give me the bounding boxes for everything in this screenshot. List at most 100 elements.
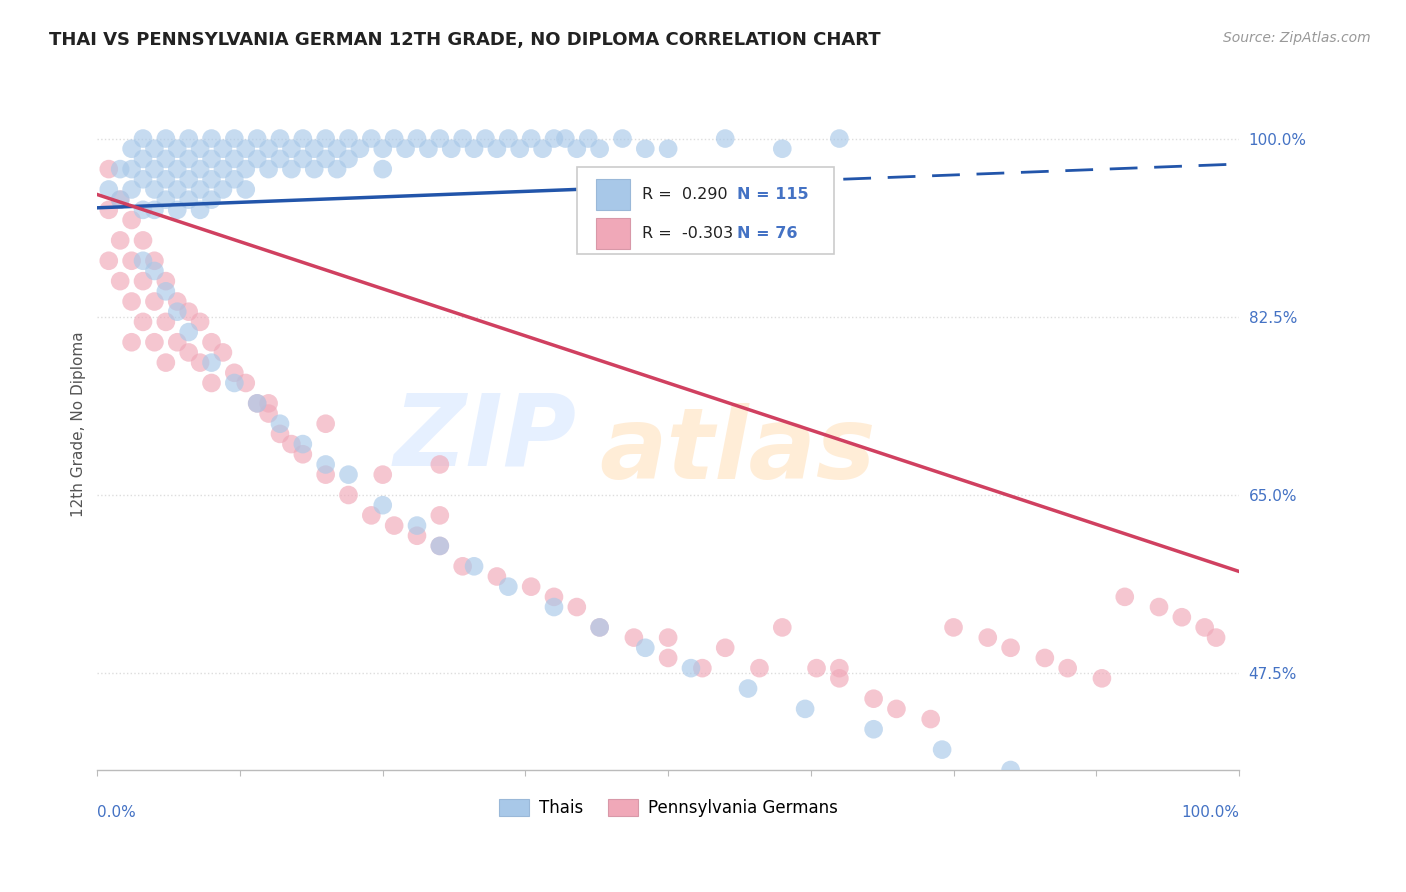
Point	[121, 182, 143, 196]
Point	[280, 162, 302, 177]
Text: ZIP: ZIP	[394, 389, 576, 486]
Point	[1171, 610, 1194, 624]
Point	[394, 142, 416, 156]
Text: R =  -0.303: R = -0.303	[643, 226, 733, 241]
Point	[886, 702, 908, 716]
Point	[977, 631, 1000, 645]
Point	[177, 131, 200, 145]
Point	[565, 600, 588, 615]
Point	[257, 396, 280, 410]
Point	[246, 396, 269, 410]
Point	[166, 202, 188, 217]
Point	[371, 142, 394, 156]
Point	[485, 569, 508, 583]
Point	[155, 356, 177, 370]
Point	[121, 162, 143, 177]
Point	[1194, 620, 1216, 634]
Point	[155, 193, 177, 207]
Point	[360, 508, 382, 523]
Point	[463, 142, 485, 156]
Point	[291, 437, 314, 451]
Point	[531, 142, 554, 156]
Point	[770, 620, 793, 634]
Point	[498, 580, 520, 594]
Point	[212, 345, 235, 359]
Point	[121, 213, 143, 227]
Point	[828, 131, 851, 145]
Point	[224, 152, 246, 166]
Bar	[596, 179, 630, 210]
Point	[280, 437, 302, 451]
Point	[304, 142, 326, 156]
Point	[143, 202, 166, 217]
Text: N = 76: N = 76	[737, 226, 797, 241]
Point	[588, 620, 610, 634]
Point	[177, 152, 200, 166]
Point	[166, 294, 188, 309]
Point	[155, 152, 177, 166]
Point	[371, 498, 394, 512]
Point	[828, 661, 851, 675]
Point	[200, 152, 222, 166]
Point	[269, 131, 291, 145]
Point	[429, 539, 451, 553]
Point	[200, 376, 222, 390]
Point	[155, 172, 177, 186]
Point	[188, 202, 211, 217]
Text: 0.0%: 0.0%	[97, 805, 136, 820]
Point	[224, 131, 246, 145]
Point	[498, 131, 520, 145]
Point	[257, 162, 280, 177]
Point	[679, 661, 702, 675]
Point	[315, 152, 337, 166]
Point	[543, 131, 565, 145]
Point	[108, 193, 131, 207]
Point	[132, 152, 155, 166]
Point	[143, 294, 166, 309]
Point	[143, 142, 166, 156]
Point	[418, 142, 440, 156]
Point	[304, 162, 326, 177]
Point	[806, 661, 828, 675]
Text: 100.0%: 100.0%	[1181, 805, 1239, 820]
Point	[132, 274, 155, 288]
Point	[770, 142, 793, 156]
Point	[429, 131, 451, 145]
Point	[588, 620, 610, 634]
Point	[97, 202, 120, 217]
Point	[862, 723, 884, 737]
Point	[108, 274, 131, 288]
Point	[1147, 600, 1170, 615]
Point	[520, 580, 543, 594]
Point	[382, 131, 405, 145]
Point	[188, 182, 211, 196]
Point	[166, 142, 188, 156]
Point	[714, 131, 737, 145]
Point	[1114, 590, 1136, 604]
Point	[337, 131, 360, 145]
Point	[246, 396, 269, 410]
Point	[1000, 763, 1022, 777]
Point	[440, 142, 463, 156]
Point	[235, 182, 257, 196]
Text: atlas: atlas	[599, 403, 876, 500]
Point	[257, 407, 280, 421]
Text: N = 115: N = 115	[737, 187, 808, 202]
Point	[315, 131, 337, 145]
Point	[177, 325, 200, 339]
Point	[246, 152, 269, 166]
Point	[269, 152, 291, 166]
Point	[121, 335, 143, 350]
Point	[121, 253, 143, 268]
Legend: Thais, Pennsylvania Germans: Thais, Pennsylvania Germans	[492, 792, 845, 824]
Point	[257, 142, 280, 156]
Point	[429, 539, 451, 553]
Point	[200, 193, 222, 207]
Point	[235, 162, 257, 177]
Point	[543, 590, 565, 604]
Point	[382, 518, 405, 533]
Point	[143, 264, 166, 278]
Point	[108, 162, 131, 177]
Point	[326, 142, 349, 156]
Point	[269, 417, 291, 431]
